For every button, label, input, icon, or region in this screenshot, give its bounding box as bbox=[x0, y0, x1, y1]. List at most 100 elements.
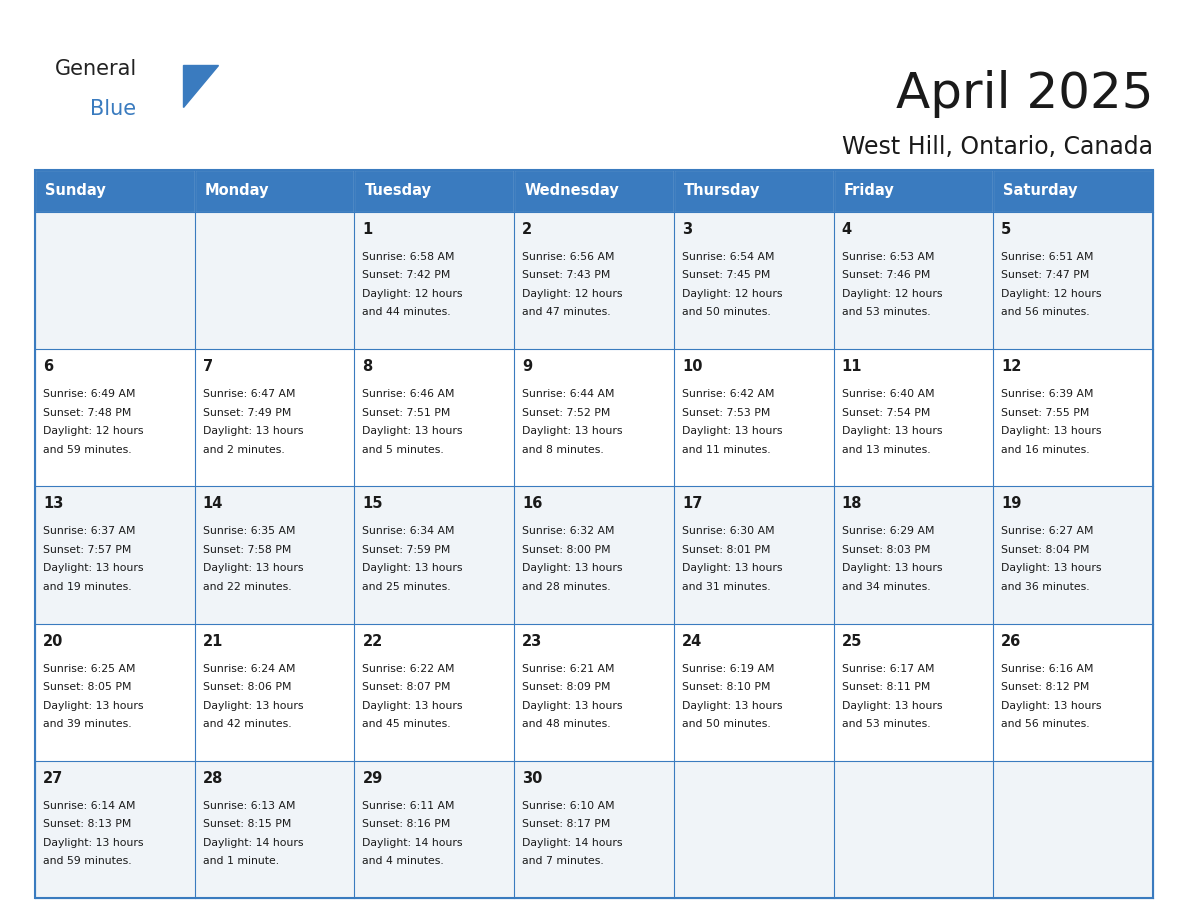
Bar bbox=[834, 761, 993, 898]
Text: Sunset: 8:03 PM: Sunset: 8:03 PM bbox=[841, 545, 930, 554]
Text: Daylight: 13 hours: Daylight: 13 hours bbox=[841, 700, 942, 711]
Text: Sunrise: 6:17 AM: Sunrise: 6:17 AM bbox=[841, 664, 934, 674]
Text: April 2025: April 2025 bbox=[896, 70, 1154, 118]
Bar bbox=[34, 487, 195, 623]
Text: Blue: Blue bbox=[90, 99, 137, 119]
Text: Daylight: 12 hours: Daylight: 12 hours bbox=[43, 426, 144, 436]
Text: Thursday: Thursday bbox=[684, 184, 760, 198]
Text: Sunrise: 6:11 AM: Sunrise: 6:11 AM bbox=[362, 800, 455, 811]
Bar bbox=[354, 623, 514, 761]
Text: 23: 23 bbox=[523, 633, 543, 649]
Text: Sunrise: 6:21 AM: Sunrise: 6:21 AM bbox=[523, 664, 614, 674]
Text: Sunset: 8:13 PM: Sunset: 8:13 PM bbox=[43, 819, 132, 829]
Text: Sunrise: 6:42 AM: Sunrise: 6:42 AM bbox=[682, 389, 775, 399]
Text: Sunset: 7:51 PM: Sunset: 7:51 PM bbox=[362, 408, 450, 418]
Text: Daylight: 13 hours: Daylight: 13 hours bbox=[362, 564, 463, 574]
Text: and 39 minutes.: and 39 minutes. bbox=[43, 719, 132, 729]
Text: 6: 6 bbox=[43, 359, 53, 375]
Text: Sunrise: 6:16 AM: Sunrise: 6:16 AM bbox=[1001, 664, 1094, 674]
Text: and 8 minutes.: and 8 minutes. bbox=[523, 444, 604, 454]
Text: 1: 1 bbox=[362, 222, 373, 237]
Text: and 50 minutes.: and 50 minutes. bbox=[682, 308, 771, 318]
Text: Sunrise: 6:22 AM: Sunrise: 6:22 AM bbox=[362, 664, 455, 674]
Text: 13: 13 bbox=[43, 497, 63, 511]
Text: Sunrise: 6:13 AM: Sunrise: 6:13 AM bbox=[203, 800, 295, 811]
Text: Sunset: 7:57 PM: Sunset: 7:57 PM bbox=[43, 545, 132, 554]
Text: and 56 minutes.: and 56 minutes. bbox=[1001, 308, 1089, 318]
Text: Sunset: 8:09 PM: Sunset: 8:09 PM bbox=[523, 682, 611, 692]
Bar bbox=[674, 212, 834, 349]
Text: Daylight: 13 hours: Daylight: 13 hours bbox=[523, 564, 623, 574]
Text: and 2 minutes.: and 2 minutes. bbox=[203, 444, 284, 454]
Bar bbox=[834, 170, 993, 212]
Text: Sunset: 8:07 PM: Sunset: 8:07 PM bbox=[362, 682, 451, 692]
Bar bbox=[34, 349, 195, 487]
Bar bbox=[354, 761, 514, 898]
Bar bbox=[34, 170, 195, 212]
Text: and 44 minutes.: and 44 minutes. bbox=[362, 308, 451, 318]
Text: Sunset: 8:16 PM: Sunset: 8:16 PM bbox=[362, 819, 450, 829]
Text: Sunrise: 6:54 AM: Sunrise: 6:54 AM bbox=[682, 252, 775, 262]
Bar bbox=[993, 212, 1154, 349]
Text: Daylight: 13 hours: Daylight: 13 hours bbox=[523, 700, 623, 711]
Text: Sunrise: 6:39 AM: Sunrise: 6:39 AM bbox=[1001, 389, 1094, 399]
Text: Sunrise: 6:30 AM: Sunrise: 6:30 AM bbox=[682, 526, 775, 536]
Text: 25: 25 bbox=[841, 633, 862, 649]
Text: Saturday: Saturday bbox=[1004, 184, 1078, 198]
Text: Sunset: 7:55 PM: Sunset: 7:55 PM bbox=[1001, 408, 1089, 418]
Text: 8: 8 bbox=[362, 359, 373, 375]
Bar bbox=[674, 487, 834, 623]
Text: Sunset: 7:46 PM: Sunset: 7:46 PM bbox=[841, 271, 930, 281]
Text: Daylight: 12 hours: Daylight: 12 hours bbox=[682, 289, 783, 299]
Text: Sunrise: 6:51 AM: Sunrise: 6:51 AM bbox=[1001, 252, 1094, 262]
Text: and 42 minutes.: and 42 minutes. bbox=[203, 719, 291, 729]
Text: 16: 16 bbox=[523, 497, 543, 511]
Bar bbox=[834, 623, 993, 761]
Text: and 56 minutes.: and 56 minutes. bbox=[1001, 719, 1089, 729]
Text: Sunset: 8:01 PM: Sunset: 8:01 PM bbox=[682, 545, 770, 554]
Text: Daylight: 13 hours: Daylight: 13 hours bbox=[203, 426, 303, 436]
Text: 14: 14 bbox=[203, 497, 223, 511]
Bar bbox=[834, 212, 993, 349]
Text: and 16 minutes.: and 16 minutes. bbox=[1001, 444, 1089, 454]
Bar bbox=[195, 761, 354, 898]
Text: Daylight: 14 hours: Daylight: 14 hours bbox=[203, 838, 303, 848]
Text: 3: 3 bbox=[682, 222, 691, 237]
Text: Sunrise: 6:19 AM: Sunrise: 6:19 AM bbox=[682, 664, 775, 674]
Text: Sunrise: 6:34 AM: Sunrise: 6:34 AM bbox=[362, 526, 455, 536]
Bar bbox=[195, 349, 354, 487]
Text: Sunset: 7:43 PM: Sunset: 7:43 PM bbox=[523, 271, 611, 281]
Text: 22: 22 bbox=[362, 633, 383, 649]
Text: Sunrise: 6:27 AM: Sunrise: 6:27 AM bbox=[1001, 526, 1094, 536]
Text: and 5 minutes.: and 5 minutes. bbox=[362, 444, 444, 454]
Text: and 47 minutes.: and 47 minutes. bbox=[523, 308, 611, 318]
Text: Sunrise: 6:40 AM: Sunrise: 6:40 AM bbox=[841, 389, 934, 399]
Text: Sunrise: 6:14 AM: Sunrise: 6:14 AM bbox=[43, 800, 135, 811]
Text: Daylight: 13 hours: Daylight: 13 hours bbox=[362, 700, 463, 711]
Text: Daylight: 13 hours: Daylight: 13 hours bbox=[1001, 564, 1101, 574]
Text: and 22 minutes.: and 22 minutes. bbox=[203, 582, 291, 592]
Text: Sunrise: 6:44 AM: Sunrise: 6:44 AM bbox=[523, 389, 614, 399]
Text: Daylight: 13 hours: Daylight: 13 hours bbox=[1001, 426, 1101, 436]
Text: and 11 minutes.: and 11 minutes. bbox=[682, 444, 771, 454]
Text: Daylight: 13 hours: Daylight: 13 hours bbox=[682, 564, 783, 574]
Text: Sunset: 7:52 PM: Sunset: 7:52 PM bbox=[523, 408, 611, 418]
Text: and 13 minutes.: and 13 minutes. bbox=[841, 444, 930, 454]
Text: Daylight: 13 hours: Daylight: 13 hours bbox=[203, 700, 303, 711]
Text: 15: 15 bbox=[362, 497, 383, 511]
Text: Sunset: 8:05 PM: Sunset: 8:05 PM bbox=[43, 682, 132, 692]
Bar bbox=[34, 623, 195, 761]
Text: Daylight: 14 hours: Daylight: 14 hours bbox=[362, 838, 463, 848]
Bar bbox=[834, 487, 993, 623]
Text: Sunrise: 6:37 AM: Sunrise: 6:37 AM bbox=[43, 526, 135, 536]
Text: Sunset: 8:06 PM: Sunset: 8:06 PM bbox=[203, 682, 291, 692]
Text: Sunset: 7:47 PM: Sunset: 7:47 PM bbox=[1001, 271, 1089, 281]
Text: Sunset: 8:00 PM: Sunset: 8:00 PM bbox=[523, 545, 611, 554]
Text: Sunrise: 6:32 AM: Sunrise: 6:32 AM bbox=[523, 526, 614, 536]
Text: Daylight: 12 hours: Daylight: 12 hours bbox=[1001, 289, 1101, 299]
Text: 27: 27 bbox=[43, 771, 63, 786]
Bar bbox=[354, 349, 514, 487]
Text: Daylight: 12 hours: Daylight: 12 hours bbox=[362, 289, 463, 299]
Text: 20: 20 bbox=[43, 633, 63, 649]
Text: and 34 minutes.: and 34 minutes. bbox=[841, 582, 930, 592]
